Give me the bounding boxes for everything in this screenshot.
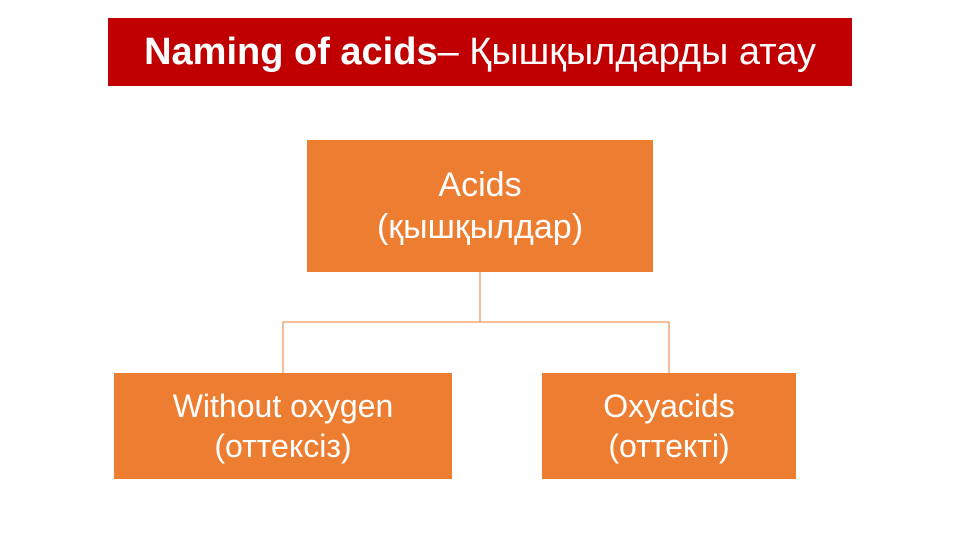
tree-child-right-box: Oxyacids (оттекті) [542, 373, 796, 479]
child-left-line2: (оттексіз) [214, 426, 351, 466]
root-line2: (қышқылдар) [377, 206, 583, 249]
child-right-line1: Oxyacids [603, 386, 735, 426]
tree-child-left-box: Without oxygen (оттексіз) [114, 373, 452, 479]
child-left-line1: Without oxygen [173, 386, 394, 426]
root-line1: Acids [438, 164, 521, 207]
connector-path [283, 272, 669, 373]
tree-root-box: Acids (қышқылдар) [307, 140, 653, 272]
child-right-line2: (оттекті) [608, 426, 729, 466]
